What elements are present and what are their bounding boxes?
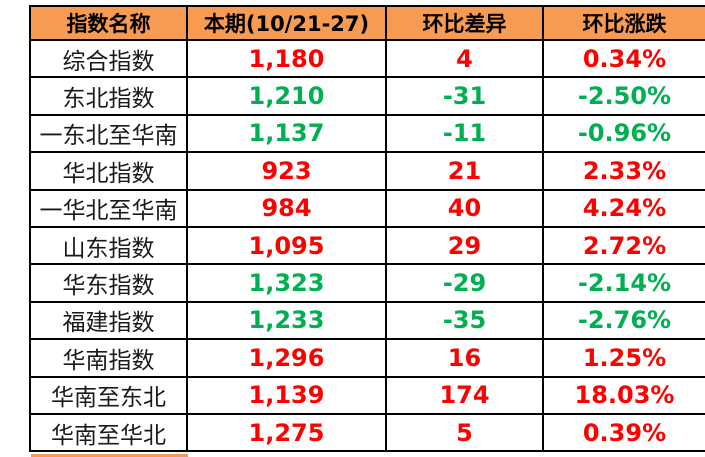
col-header-current-period: 本期(10/21-27) — [186, 5, 387, 41]
current-period-cell: 1,323 — [186, 263, 387, 303]
wow-change-cell: 4.24% — [542, 188, 705, 228]
current-period-cell: 1,180 — [186, 38, 387, 79]
current-period-cell: 1,233 — [186, 300, 387, 341]
table-row: 华南至东北 1,139 174 18.03% — [29, 375, 705, 415]
wow-change-cell: -0.96% — [542, 113, 705, 154]
index-name-cell: 山东指数 — [29, 225, 188, 266]
index-name-cell: 东北指数 — [29, 76, 188, 116]
wow-change-cell: 1.25% — [542, 338, 705, 378]
wow-difference-cell: 174 — [385, 375, 544, 415]
index-name-cell: 华东指数 — [29, 263, 188, 303]
next-section-header-sliver — [31, 454, 188, 457]
current-period-cell: 1,137 — [186, 113, 387, 154]
wow-change-cell: 2.72% — [542, 225, 705, 266]
table-row: 山东指数 1,095 29 2.72% — [29, 225, 705, 266]
index-name-cell: 华南至东北 — [29, 375, 188, 415]
wow-difference-cell: 21 — [385, 151, 544, 191]
col-header-index-name: 指数名称 — [29, 5, 188, 41]
index-name-cell: 一东北至华南 — [29, 113, 188, 154]
wow-difference-cell: 40 — [385, 188, 544, 228]
table-row: 华东指数 1,323 -29 -2.14% — [29, 263, 705, 303]
table-row: 华北指数 923 21 2.33% — [29, 151, 705, 191]
index-table: 指数名称 本期(10/21-27) 环比差异 环比涨跌 综合指数 1,180 4 0.… — [29, 5, 705, 453]
current-period-cell: 984 — [186, 188, 387, 228]
table-row: 东北指数 1,210 -31 -2.50% — [29, 76, 705, 116]
current-period-cell: 1,275 — [186, 412, 387, 453]
current-period-cell: 923 — [186, 151, 387, 191]
wow-difference-cell: 29 — [385, 225, 544, 266]
table-row: 综合指数 1,180 4 0.34% — [29, 38, 705, 79]
index-name-cell: 华北指数 — [29, 151, 188, 191]
table-row: 福建指数 1,233 -35 -2.76% — [29, 300, 705, 341]
wow-difference-cell: 5 — [385, 412, 544, 453]
wow-change-cell: 0.34% — [542, 38, 705, 79]
wow-difference-cell: 4 — [385, 38, 544, 79]
wow-difference-cell: -11 — [385, 113, 544, 154]
col-header-wow-change: 环比涨跌 — [542, 5, 705, 41]
wow-change-cell: 0.39% — [542, 412, 705, 453]
wow-change-cell: 18.03% — [542, 375, 705, 415]
wow-change-cell: 2.33% — [542, 151, 705, 191]
current-period-cell: 1,139 — [186, 375, 387, 415]
table-row: 一华北至华南 984 40 4.24% — [29, 188, 705, 228]
current-period-cell: 1,296 — [186, 338, 387, 378]
current-period-cell: 1,210 — [186, 76, 387, 116]
wow-change-cell: -2.76% — [542, 300, 705, 341]
index-name-cell: 华南指数 — [29, 338, 188, 378]
wow-difference-cell: 16 — [385, 338, 544, 378]
header-row: 指数名称 本期(10/21-27) 环比差异 环比涨跌 — [29, 5, 705, 41]
index-name-cell: 华南至华北 — [29, 412, 188, 453]
wow-change-cell: -2.50% — [542, 76, 705, 116]
index-name-cell: 福建指数 — [29, 300, 188, 341]
index-name-cell: 综合指数 — [29, 38, 188, 79]
index-name-cell: 一华北至华南 — [29, 188, 188, 228]
table-row: 华南指数 1,296 16 1.25% — [29, 338, 705, 378]
table-row: 华南至华北 1,275 5 0.39% — [29, 412, 705, 453]
table-body: 综合指数 1,180 4 0.34% 东北指数 1,210 -31 -2.50% 一东北至华南 1… — [29, 38, 705, 453]
col-header-wow-difference: 环比差异 — [385, 5, 544, 41]
wow-difference-cell: -35 — [385, 300, 544, 341]
wow-difference-cell: -29 — [385, 263, 544, 303]
wow-change-cell: -2.14% — [542, 263, 705, 303]
table-row: 一东北至华南 1,137 -11 -0.96% — [29, 113, 705, 154]
wow-difference-cell: -31 — [385, 76, 544, 116]
current-period-cell: 1,095 — [186, 225, 387, 266]
